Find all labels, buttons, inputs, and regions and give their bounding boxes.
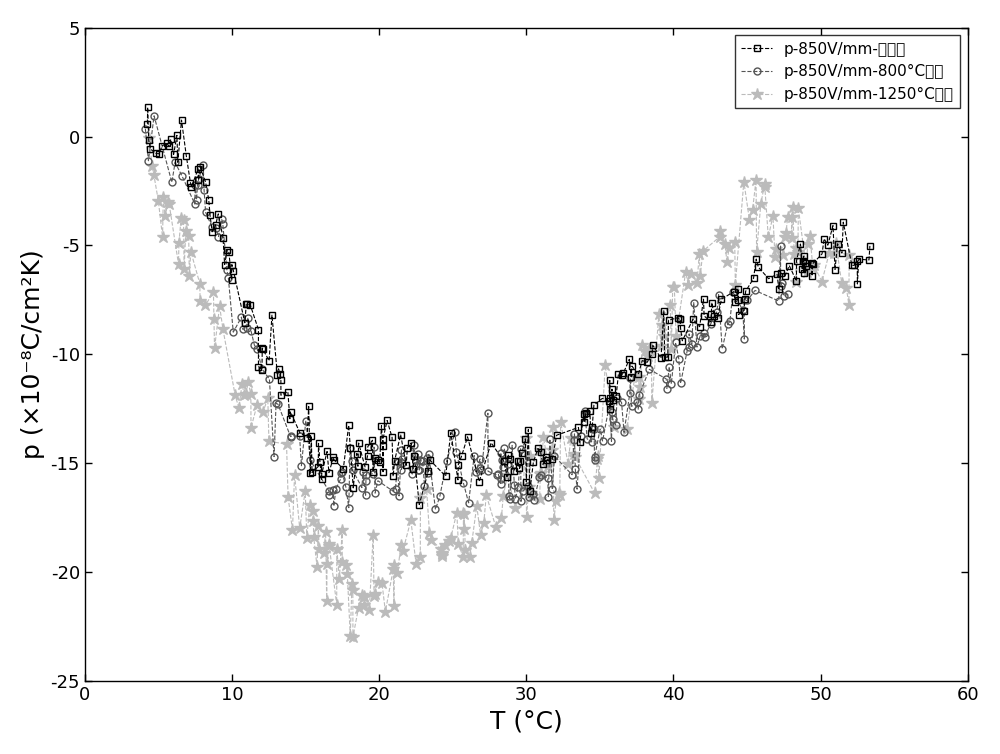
Y-axis label: p (×10⁻⁸C/cm²K): p (×10⁻⁸C/cm²K) — [21, 250, 45, 459]
p-850V/mm-1250°C退火 — [333, 575, 345, 584]
p-850V/mm-1250°C退火 — [341, 570, 353, 579]
p-850V/mm-不退火 — [142, 103, 154, 112]
p-850V/mm-不退火 — [763, 274, 775, 284]
Legend: p-850V/mm-不退火, p-850V/mm-800°C退火, p-850V/mm-1250°C退火: p-850V/mm-不退火, p-850V/mm-800°C退火, p-850V… — [735, 35, 960, 108]
p-850V/mm-1250°C退火 — [143, 133, 155, 143]
p-850V/mm-1250°C退火 — [780, 228, 792, 238]
Line: p-850V/mm-1250°C退火: p-850V/mm-1250°C退火 — [143, 132, 855, 643]
p-850V/mm-800°C退火 — [357, 467, 369, 477]
p-850V/mm-不退火 — [316, 475, 328, 484]
p-850V/mm-1250°C退火 — [509, 504, 521, 513]
p-850V/mm-800°C退火 — [335, 474, 347, 483]
p-850V/mm-不退火 — [413, 500, 425, 509]
p-850V/mm-不退火 — [524, 486, 536, 495]
p-850V/mm-1250°C退火 — [769, 253, 781, 262]
p-850V/mm-1250°C退火 — [347, 633, 359, 642]
p-850V/mm-1250°C退火 — [750, 176, 762, 185]
p-850V/mm-不退火 — [798, 251, 810, 260]
p-850V/mm-800°C退火 — [227, 327, 239, 336]
p-850V/mm-800°C退火 — [782, 290, 794, 299]
p-850V/mm-800°C退火 — [139, 124, 151, 133]
X-axis label: T (°C): T (°C) — [490, 710, 563, 733]
p-850V/mm-800°C退火 — [491, 470, 503, 480]
p-850V/mm-800°C退火 — [429, 505, 441, 514]
p-850V/mm-不退火 — [791, 256, 803, 265]
p-850V/mm-800°C退火 — [457, 478, 469, 487]
Line: p-850V/mm-不退火: p-850V/mm-不退火 — [144, 104, 873, 508]
p-850V/mm-800°C退火 — [148, 112, 160, 121]
p-850V/mm-不退火 — [141, 119, 153, 128]
p-850V/mm-不退火 — [327, 453, 339, 462]
p-850V/mm-800°C退火 — [360, 470, 372, 480]
Line: p-850V/mm-800°C退火: p-850V/mm-800°C退火 — [142, 112, 792, 513]
p-850V/mm-1250°C退火 — [843, 250, 855, 259]
p-850V/mm-不退火 — [864, 241, 876, 250]
